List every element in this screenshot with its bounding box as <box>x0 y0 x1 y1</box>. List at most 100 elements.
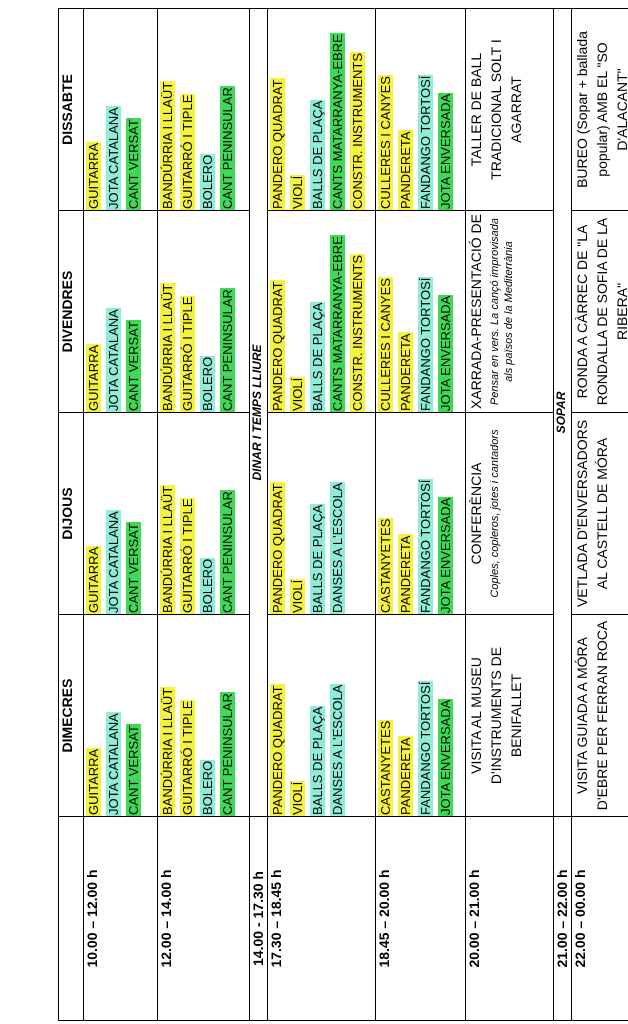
activity-label: BOLERO <box>200 355 215 412</box>
activity-label: CANT PENINSULAR <box>220 86 235 210</box>
activity-label: CASTANYETES <box>378 719 393 816</box>
activity-label: JOTA ENVERSADA <box>438 92 453 210</box>
activity-label: CANT VERSAT <box>126 118 141 210</box>
activity-label: BANDÚRRIA I LLAÜT <box>160 686 175 816</box>
activity-label: VIOLÍ <box>290 780 305 816</box>
activity-item: BANDÚRRIA I LLAÜT <box>158 615 178 816</box>
slot-cell: GUITARRA JOTA CATALANA CANT VERSAT <box>83 412 158 615</box>
slot-cell: BANDÚRRIA I LLAÜT GUITARRÓ I TIPLE BOLERO C… <box>157 614 250 817</box>
activity-item: BANDÚRRIA I LLAÜT <box>158 413 178 614</box>
dinner-banner: SOPAR <box>553 8 572 817</box>
activity-label: BOLERO <box>200 557 215 614</box>
activity-item: CULLERES I CANYES <box>376 211 396 412</box>
row-slot-1: 10.00 – 12.00 h GUITARRA JOTA CATALANA CAN… <box>83 8 158 1021</box>
activity-label: GUITARRÓ I TIPLE <box>180 699 195 816</box>
time-label: 10.00 – 12.00 h <box>83 816 158 1021</box>
activity-label: JOTA CATALANA <box>106 308 121 412</box>
activity-item: JOTA CATALANA <box>104 413 124 614</box>
activity-label: BALLS DE PLAÇA <box>310 503 325 614</box>
activity-label: FANDANGO TORTOSÍ <box>418 680 433 816</box>
slot-cell: GUITARRA JOTA CATALANA CANT VERSAT <box>83 8 158 211</box>
activity-item: GUITARRÓ I TIPLE <box>178 211 198 412</box>
night-event-dimecres: VISITA GUIADA A MÓRA D'EBRE PER FERRAN R… <box>571 614 628 817</box>
activity-item: GUITARRÓ I TIPLE <box>178 615 198 816</box>
activity-item: PANDERO QUADRAT <box>268 211 288 412</box>
activity-item: CASTANYETES <box>376 413 396 614</box>
activity-item: JOTA CATALANA <box>104 9 124 210</box>
lunch-banner: DINAR I TEMPS LLIURE <box>249 8 268 817</box>
activity-item: CANT PENINSULAR <box>218 9 238 210</box>
activity-item: PANDERETA <box>396 9 416 210</box>
activity-label: FANDANGO TORTOSÍ <box>418 74 433 210</box>
day-header-dissabte: DISSABTE <box>58 8 84 211</box>
activity-label: CANT VERSAT <box>126 724 141 816</box>
activity-label: DANSES A L'ESCOLA <box>330 481 345 614</box>
row-dinner: 21.00 – 22.00 h SOPAR <box>553 8 572 1021</box>
activity-item: JOTA CATALANA <box>104 615 124 816</box>
slot-cell: PANDERO QUADRAT VIOLÍ BALLS DE PLAÇA CANTS … <box>267 210 376 413</box>
activity-label: FANDANGO TORTOSÍ <box>418 478 433 614</box>
row-slot-5: 18.45 – 20.00 h CASTANYETES PANDERETA FAND… <box>375 8 466 1021</box>
night-event-dijous: VETLADA D'ENVERSADORS AL CASTELL DE MÓRA <box>571 412 628 615</box>
slot-cell: CASTANYETES PANDERETA FANDANGO TORTOSÍ JOTA… <box>375 412 466 615</box>
activity-label: CANT VERSAT <box>126 320 141 412</box>
activity-label: BANDÚRRIA I LLAÜT <box>160 80 175 210</box>
activity-label: DANSES A L'ESCOLA <box>330 683 345 816</box>
activity-item: JOTA ENVERSADA <box>436 211 456 412</box>
activity-label: GUITARRA <box>86 141 101 210</box>
activity-item: JOTA ENVERSADA <box>436 9 456 210</box>
activity-label: GUITARRÓ I TIPLE <box>180 93 195 210</box>
event-title: XARRADA-PRESENTACIÓ DE <box>468 214 484 409</box>
activity-label: CONSTR. INSTRUMENTS <box>350 52 365 210</box>
evening-event-divendres: XARRADA-PRESENTACIÓ DE Pensar en vers. La… <box>465 210 554 413</box>
activity-label: BANDÚRRIA I LLAÜT <box>160 484 175 614</box>
slot-cell: GUITARRA JOTA CATALANA CANT VERSAT <box>83 614 158 817</box>
activity-label: JOTA ENVERSADA <box>438 496 453 614</box>
slot-cell: BANDÚRRIA I LLAÜT GUITARRÓ I TIPLE BOLERO C… <box>157 412 250 615</box>
activity-item: FANDANGO TORTOSÍ <box>416 9 436 210</box>
activity-label: JOTA CATALANA <box>106 106 121 210</box>
activity-item: BOLERO <box>198 9 218 210</box>
activity-item: FANDANGO TORTOSÍ <box>416 615 436 816</box>
activity-item: BALLS DE PLAÇA <box>308 413 328 614</box>
activity-label: CULLERES I CANYES <box>378 75 393 210</box>
activity-item: JOTA ENVERSADA <box>436 615 456 816</box>
night-event-divendres: RONDA A CÀRREC DE "LA RONDALLA DE SOFIA … <box>571 210 628 413</box>
activity-item: VIOLÍ <box>288 9 308 210</box>
activity-item: GUITARRA <box>84 413 104 614</box>
activity-label: FANDANGO TORTOSÍ <box>418 276 433 412</box>
activity-label: BALLS DE PLAÇA <box>310 99 325 210</box>
activity-item: CANT VERSAT <box>124 413 144 614</box>
activity-label: PANDERETA <box>398 332 413 412</box>
activity-label: VIOLÍ <box>290 578 305 614</box>
activity-label: JOTA CATALANA <box>106 510 121 614</box>
activity-item: BALLS DE PLAÇA <box>308 211 328 412</box>
activity-item: FANDANGO TORTOSÍ <box>416 211 436 412</box>
activity-label: GUITARRA <box>86 545 101 614</box>
activity-item: CANT VERSAT <box>124 211 144 412</box>
activity-item: PANDERO QUADRAT <box>268 615 288 816</box>
activity-item: CANT PENINSULAR <box>218 615 238 816</box>
activity-item: DANSES A L'ESCOLA <box>328 413 348 614</box>
activity-label: JOTA CATALANA <box>106 712 121 816</box>
evening-event-dimecres: VISITA AL MUSEU D'INSTRUMENTS DE BENIFAL… <box>465 614 554 817</box>
activity-item: BOLERO <box>198 211 218 412</box>
time-label: 18.45 – 20.00 h <box>375 816 466 1021</box>
activity-item: BOLERO <box>198 615 218 816</box>
activity-label: CANT PENINSULAR <box>220 692 235 816</box>
activity-item: DANSES A L'ESCOLA <box>328 615 348 816</box>
activity-label: CONSTR. INSTRUMENTS <box>350 254 365 412</box>
activity-item: PANDERETA <box>396 615 416 816</box>
activity-label: JOTA ENVERSADA <box>438 698 453 816</box>
day-header-divendres: DIVENDRES <box>58 210 84 413</box>
activity-label: BALLS DE PLAÇA <box>310 705 325 816</box>
slot-cell: PANDERO QUADRAT VIOLÍ BALLS DE PLAÇA DANSES… <box>267 412 376 615</box>
activity-item: PANDERO QUADRAT <box>268 413 288 614</box>
time-label: 17.30 – 18.45 h <box>267 816 376 1021</box>
day-header-dimecres: DIMECRES <box>58 614 84 817</box>
activity-label: BALLS DE PLAÇA <box>310 301 325 412</box>
slot-cell: CASTANYETES PANDERETA FANDANGO TORTOSÍ JOTA… <box>375 614 466 817</box>
activity-label: CASTANYETES <box>378 517 393 614</box>
slot-cell: CULLERES I CANYES PANDERETA FANDANGO TORTO… <box>375 8 466 211</box>
